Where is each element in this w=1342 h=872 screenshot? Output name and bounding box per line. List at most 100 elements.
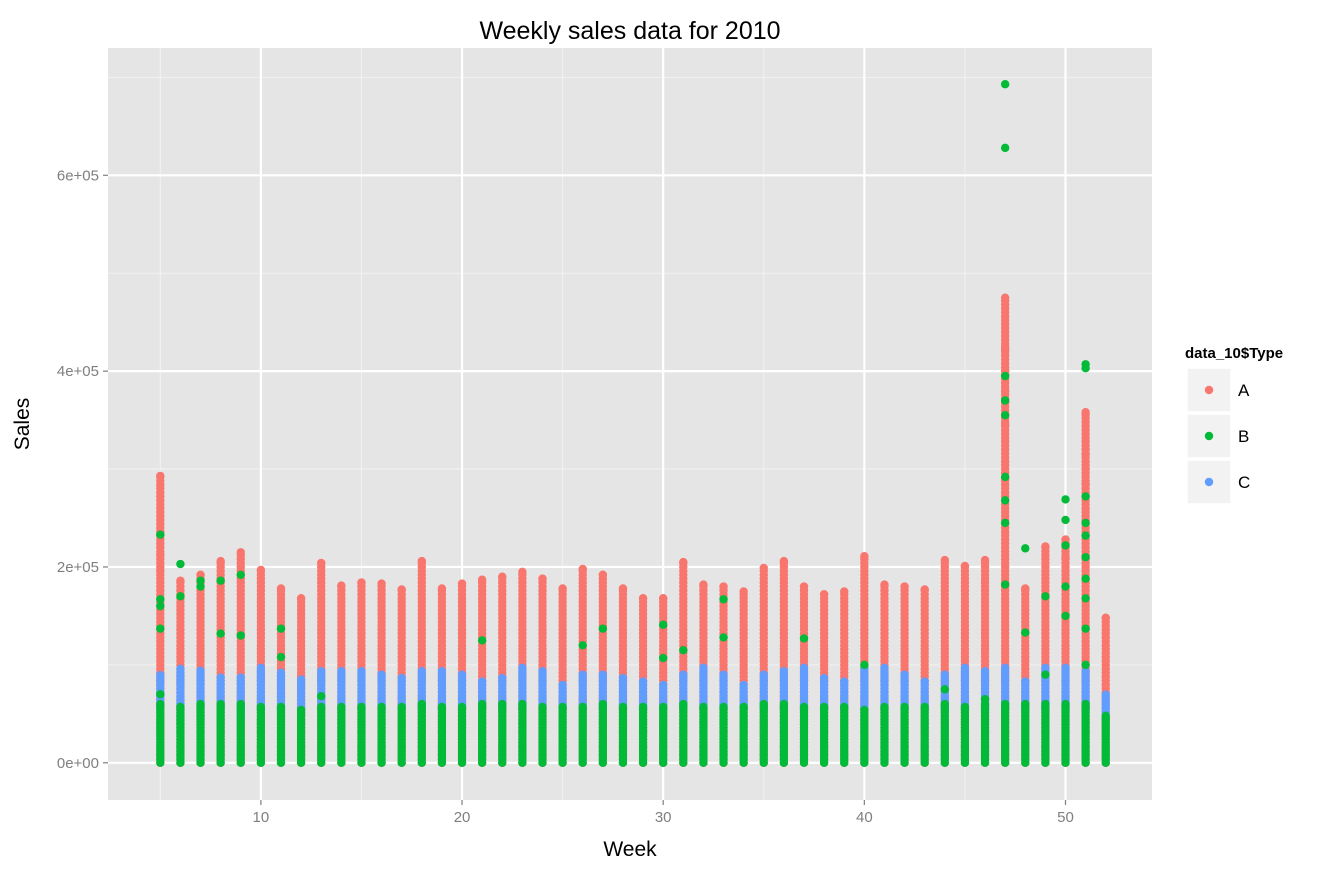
point-series-c bbox=[759, 670, 768, 679]
point-series-a bbox=[417, 556, 427, 566]
point-series-b bbox=[1000, 80, 1010, 89]
point-series-a bbox=[719, 582, 728, 591]
point-series-b bbox=[256, 702, 266, 712]
point-series-b bbox=[719, 633, 728, 642]
point-series-b bbox=[940, 699, 950, 709]
point-series-b bbox=[1081, 363, 1090, 373]
point-series-b bbox=[477, 699, 487, 709]
point-series-b bbox=[538, 702, 547, 712]
legend-key-point bbox=[1204, 385, 1214, 395]
point-series-b bbox=[960, 702, 970, 712]
point-series-b bbox=[216, 699, 225, 709]
point-series-a bbox=[940, 555, 950, 565]
point-series-a bbox=[337, 581, 346, 590]
point-series-a bbox=[156, 471, 165, 481]
point-series-c bbox=[819, 673, 829, 683]
point-series-b bbox=[1061, 515, 1070, 525]
point-series-a bbox=[256, 565, 266, 575]
point-series-b bbox=[1061, 611, 1070, 621]
legend-key-point bbox=[1204, 431, 1214, 441]
point-series-b bbox=[1041, 670, 1050, 679]
point-series-a bbox=[1081, 408, 1090, 417]
point-series-c bbox=[739, 680, 748, 690]
point-series-b bbox=[860, 660, 869, 670]
point-series-b bbox=[679, 699, 688, 709]
point-series-c bbox=[377, 670, 386, 679]
point-series-b bbox=[176, 592, 185, 601]
legend-label: A bbox=[1238, 381, 1250, 400]
point-series-b bbox=[437, 702, 447, 712]
point-series-c bbox=[940, 670, 950, 679]
point-series-c bbox=[960, 663, 970, 673]
point-series-c bbox=[779, 667, 789, 676]
point-series-c bbox=[679, 670, 688, 679]
point-series-b bbox=[940, 685, 950, 694]
point-series-a bbox=[1041, 542, 1050, 551]
point-series-b bbox=[377, 702, 386, 712]
point-series-a bbox=[1101, 613, 1110, 623]
legend: data_10$Type A B C bbox=[1185, 345, 1283, 505]
point-series-c bbox=[216, 673, 225, 682]
axis-ticks: 10 20 30 40 50 0e+00 2e+05 4e+05 6e+05 bbox=[57, 167, 1074, 826]
point-series-b bbox=[860, 705, 869, 715]
point-series-b bbox=[1000, 699, 1010, 709]
point-series-b bbox=[1081, 518, 1090, 528]
point-series-b bbox=[598, 624, 608, 633]
point-series-a bbox=[437, 584, 447, 593]
point-series-b bbox=[819, 702, 829, 712]
point-series-c bbox=[920, 677, 929, 686]
point-series-b bbox=[1101, 711, 1110, 720]
point-series-b bbox=[1081, 574, 1090, 583]
point-series-b bbox=[337, 702, 346, 712]
point-series-c bbox=[1101, 690, 1110, 699]
point-series-a bbox=[1000, 293, 1010, 302]
point-series-b bbox=[719, 702, 728, 712]
point-series-a bbox=[1021, 584, 1030, 593]
point-series-b bbox=[196, 582, 205, 591]
point-series-c bbox=[558, 680, 567, 690]
point-series-b bbox=[1041, 699, 1050, 709]
x-axis-title: Week bbox=[603, 838, 657, 861]
point-series-a bbox=[196, 570, 205, 579]
point-series-b bbox=[1081, 699, 1090, 709]
point-series-b bbox=[276, 702, 286, 712]
point-series-c bbox=[900, 670, 909, 679]
point-series-b bbox=[920, 702, 929, 712]
point-series-b bbox=[1000, 143, 1010, 153]
point-series-a bbox=[317, 558, 326, 568]
point-series-c bbox=[196, 666, 205, 675]
point-series-b bbox=[1021, 699, 1030, 709]
point-series-a bbox=[980, 555, 990, 565]
point-series-c bbox=[498, 673, 507, 683]
point-series-a bbox=[1081, 479, 1090, 488]
data-points bbox=[156, 80, 1110, 767]
point-series-c bbox=[618, 673, 628, 683]
point-series-b bbox=[156, 690, 165, 699]
point-series-a bbox=[679, 557, 688, 567]
point-series-b bbox=[1081, 594, 1090, 603]
point-series-c bbox=[840, 677, 849, 686]
point-series-c bbox=[317, 667, 326, 676]
point-series-c bbox=[538, 667, 547, 676]
point-series-b bbox=[1000, 396, 1010, 405]
point-series-a bbox=[1081, 450, 1090, 459]
legend-key-box bbox=[1186, 459, 1232, 505]
point-series-b bbox=[156, 624, 165, 633]
point-series-b bbox=[276, 624, 286, 633]
point-series-b bbox=[296, 705, 306, 715]
point-series-c bbox=[276, 668, 286, 677]
point-series-a bbox=[799, 582, 809, 591]
point-series-a bbox=[598, 570, 608, 579]
point-series-a bbox=[477, 575, 487, 584]
point-series-b bbox=[1000, 496, 1010, 505]
point-series-a bbox=[357, 578, 366, 587]
point-series-a bbox=[538, 574, 547, 583]
legend-title: data_10$Type bbox=[1185, 345, 1283, 362]
point-series-b bbox=[457, 702, 467, 712]
point-series-b bbox=[759, 699, 768, 709]
point-series-c bbox=[437, 667, 447, 676]
point-series-b bbox=[1021, 628, 1030, 637]
point-series-b bbox=[699, 702, 708, 712]
point-series-a bbox=[216, 556, 225, 566]
point-series-c bbox=[598, 670, 608, 679]
